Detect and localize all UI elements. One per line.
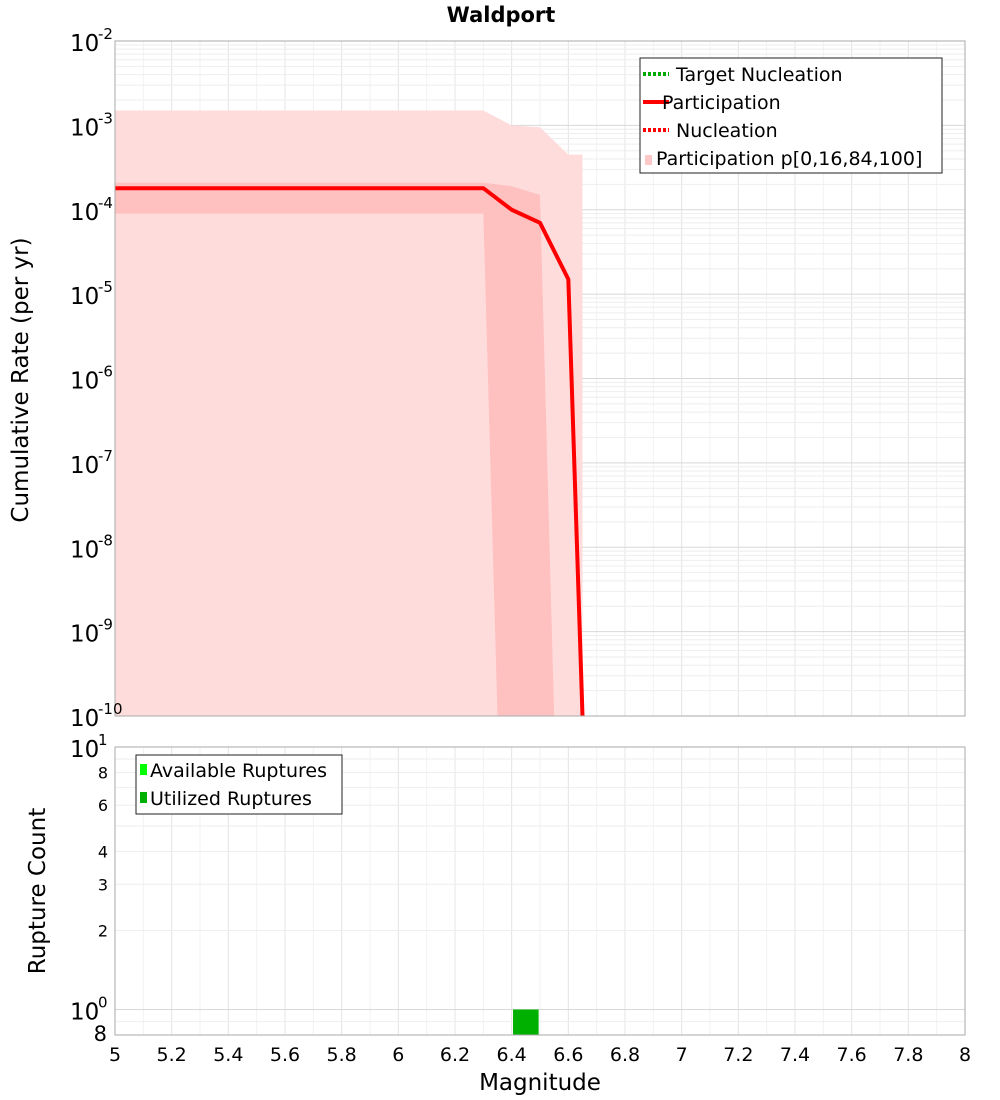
top-legend: Target Nucleation Participation Nucleation… [639, 57, 943, 174]
bottom-y-tick-exponent: 0 [98, 994, 108, 1012]
x-tick-label: 5 [109, 1044, 121, 1066]
x-tick-label: 7.6 [837, 1044, 867, 1066]
top-y-tick-label: 10 [70, 706, 99, 732]
top-y-tick-labels: 10-210-310-410-510-610-710-810-910-10 [70, 25, 123, 732]
top-lines [115, 186, 585, 717]
top-plot: 10-210-310-410-510-610-710-810-910-10 Cu… [8, 25, 966, 732]
x-tick-label: 5.4 [213, 1044, 243, 1066]
bottom-y-minor-tick-label: 8 [98, 763, 108, 782]
band-participation-p-16-84- [115, 182, 555, 716]
x-tick-label: 5.8 [327, 1044, 357, 1066]
x-tick-label: 6 [392, 1044, 404, 1066]
legend-label: Participation p[0,16,84,100] [656, 148, 922, 170]
legend-label: Target Nucleation [675, 64, 843, 86]
bottom-legend: Available Ruptures Utilized Ruptures [135, 754, 343, 815]
x-tick-label: 6.4 [497, 1044, 527, 1066]
bottom-y-minor-tick-label: 4 [98, 842, 108, 861]
top-y-tick-label: 10 [70, 369, 99, 395]
top-y-tick-label: 10 [70, 31, 99, 57]
top-y-tick-label: 10 [70, 115, 99, 141]
top-y-tick-exponent: -2 [98, 25, 113, 43]
x-tick-label: 8 [959, 1044, 971, 1066]
top-y-tick-label: 10 [70, 537, 99, 563]
legend-swatch-bar [140, 792, 147, 803]
legend-label: Participation [662, 92, 781, 114]
bottom-y-minor-tick-label: 3 [98, 875, 108, 894]
x-tick-label: 5.6 [270, 1044, 300, 1066]
series-line-participation [115, 186, 585, 717]
top-y-tick-exponent: -9 [98, 616, 113, 634]
bar-utilized-ruptures [513, 1009, 539, 1035]
x-tick-label: 6.2 [440, 1044, 470, 1066]
bottom-legend-box [135, 754, 343, 815]
x-axis-title: Magnitude [479, 1070, 601, 1096]
x-tick-label: 6.6 [553, 1044, 583, 1066]
x-tick-label: 7.4 [780, 1044, 810, 1066]
bottom-y-tick-label: 10 [70, 737, 99, 763]
x-tick-label: 7.2 [723, 1044, 753, 1066]
bottom-y-minor-tick-label: 2 [98, 922, 108, 941]
legend-label: Available Ruptures [150, 760, 327, 782]
top-y-tick-exponent: -10 [98, 700, 123, 718]
top-bands [115, 110, 583, 716]
bottom-y-minor-tick-label: 8 [94, 1022, 107, 1046]
top-y-tick-label: 10 [70, 200, 99, 226]
x-tick-label: 5.2 [157, 1044, 187, 1066]
top-y-tick-exponent: -6 [98, 363, 113, 381]
bottom-bars [513, 1009, 539, 1035]
top-y-axis-title: Cumulative Rate (per yr) [8, 237, 34, 522]
x-tick-label: 6.8 [610, 1044, 640, 1066]
chart-title: Waldport [447, 3, 556, 27]
x-tick-labels: 5 5.2 5.4 5.6 5.8 6 6.2 6.4 6.6 6.8 7 7.2 7.4 7.6 7.8 8 [109, 1044, 971, 1066]
legend-label: Nucleation [676, 120, 778, 142]
x-tick-label: 7 [676, 1044, 688, 1066]
legend-label: Utilized Ruptures [150, 788, 312, 810]
x-tick-label: 7.8 [893, 1044, 923, 1066]
legend-swatch-band [645, 155, 652, 165]
top-y-tick-exponent: -4 [98, 194, 113, 212]
top-y-tick-exponent: -7 [98, 447, 113, 465]
legend-swatch-bar [140, 764, 147, 775]
bottom-y-axis-title: Rupture Count [25, 808, 51, 974]
top-y-tick-label: 10 [70, 453, 99, 479]
top-y-tick-exponent: -5 [98, 278, 113, 296]
bottom-plot-frame [114, 746, 966, 1036]
top-plot-frame [114, 40, 966, 717]
band-participation-p-0-100- [115, 110, 583, 716]
bottom-y-tick-label: 10 [70, 1000, 99, 1026]
top-y-tick-label: 10 [70, 284, 99, 310]
top-legend-box [639, 57, 943, 174]
top-y-tick-exponent: -3 [98, 109, 113, 127]
top-y-tick-label: 10 [70, 622, 99, 648]
top-y-tick-exponent: -8 [98, 531, 113, 549]
bottom-y-tick-exponent: 1 [98, 731, 108, 749]
bottom-y-minor-tick-label: 6 [98, 796, 108, 815]
